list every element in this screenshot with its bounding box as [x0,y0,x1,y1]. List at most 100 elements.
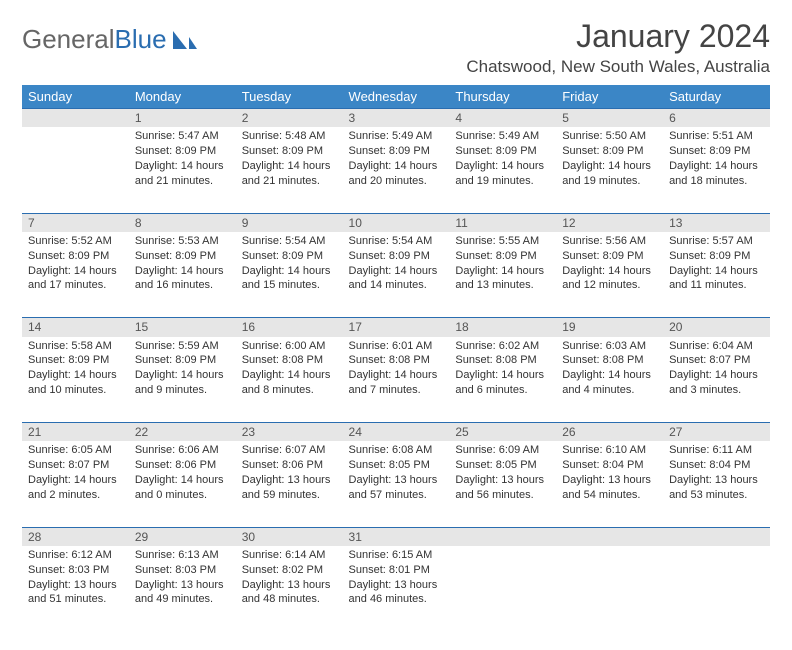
sunset-text: Sunset: 8:09 PM [135,353,230,368]
sunrise-text: Sunrise: 5:59 AM [135,339,230,354]
location: Chatswood, New South Wales, Australia [466,57,770,77]
day-number [22,109,129,128]
daylight-text: Daylight: 14 hours and 12 minutes. [562,264,657,294]
sunset-text: Sunset: 8:05 PM [349,458,444,473]
daylight-text: Daylight: 14 hours and 18 minutes. [669,159,764,189]
sunset-text: Sunset: 8:08 PM [349,353,444,368]
day-number: 7 [22,213,129,232]
daylight-text: Daylight: 14 hours and 21 minutes. [242,159,337,189]
sunset-text: Sunset: 8:09 PM [562,249,657,264]
daylight-text: Daylight: 14 hours and 6 minutes. [455,368,550,398]
logo-text-2: Blue [115,24,167,55]
daylight-text: Daylight: 14 hours and 11 minutes. [669,264,764,294]
day-cell: Sunrise: 5:59 AMSunset: 8:09 PMDaylight:… [129,337,236,423]
sunrise-text: Sunrise: 5:55 AM [455,234,550,249]
day-number [663,527,770,546]
sunset-text: Sunset: 8:09 PM [349,144,444,159]
daylight-text: Daylight: 13 hours and 49 minutes. [135,578,230,608]
daylight-text: Daylight: 14 hours and 14 minutes. [349,264,444,294]
day-number [556,527,663,546]
sunset-text: Sunset: 8:09 PM [455,144,550,159]
title-block: January 2024 Chatswood, New South Wales,… [466,18,770,77]
day-cell: Sunrise: 6:15 AMSunset: 8:01 PMDaylight:… [343,546,450,632]
sunset-text: Sunset: 8:03 PM [28,563,123,578]
day-number: 15 [129,318,236,337]
day-cell: Sunrise: 5:54 AMSunset: 8:09 PMDaylight:… [236,232,343,318]
sunrise-text: Sunrise: 6:06 AM [135,443,230,458]
header: GeneralBlue January 2024 Chatswood, New … [22,18,770,77]
day-number-row: 21222324252627 [22,423,770,442]
day-number: 23 [236,423,343,442]
daylight-text: Daylight: 14 hours and 21 minutes. [135,159,230,189]
day-cell: Sunrise: 5:53 AMSunset: 8:09 PMDaylight:… [129,232,236,318]
day-number: 11 [449,213,556,232]
daylight-text: Daylight: 14 hours and 0 minutes. [135,473,230,503]
sunset-text: Sunset: 8:06 PM [135,458,230,473]
day-number: 21 [22,423,129,442]
daylight-text: Daylight: 14 hours and 9 minutes. [135,368,230,398]
day-number: 14 [22,318,129,337]
daylight-text: Daylight: 14 hours and 10 minutes. [28,368,123,398]
sunset-text: Sunset: 8:07 PM [669,353,764,368]
sunrise-text: Sunrise: 5:57 AM [669,234,764,249]
day-cell: Sunrise: 6:03 AMSunset: 8:08 PMDaylight:… [556,337,663,423]
sunset-text: Sunset: 8:02 PM [242,563,337,578]
day-number: 6 [663,109,770,128]
day-number: 24 [343,423,450,442]
sunrise-text: Sunrise: 5:47 AM [135,129,230,144]
sunrise-text: Sunrise: 5:54 AM [349,234,444,249]
day-number: 9 [236,213,343,232]
daylight-text: Daylight: 13 hours and 54 minutes. [562,473,657,503]
sunset-text: Sunset: 8:04 PM [562,458,657,473]
sunrise-text: Sunrise: 6:10 AM [562,443,657,458]
daylight-text: Daylight: 14 hours and 20 minutes. [349,159,444,189]
daylight-text: Daylight: 13 hours and 57 minutes. [349,473,444,503]
day-number: 13 [663,213,770,232]
day-number: 28 [22,527,129,546]
daylight-text: Daylight: 13 hours and 53 minutes. [669,473,764,503]
day-number: 20 [663,318,770,337]
day-cell [556,546,663,632]
sunset-text: Sunset: 8:09 PM [242,249,337,264]
day-cell: Sunrise: 5:49 AMSunset: 8:09 PMDaylight:… [449,127,556,213]
daylight-text: Daylight: 14 hours and 8 minutes. [242,368,337,398]
day-cell: Sunrise: 5:55 AMSunset: 8:09 PMDaylight:… [449,232,556,318]
sunrise-text: Sunrise: 5:49 AM [349,129,444,144]
weekday-header: Tuesday [236,85,343,109]
day-cell: Sunrise: 5:48 AMSunset: 8:09 PMDaylight:… [236,127,343,213]
daylight-text: Daylight: 14 hours and 13 minutes. [455,264,550,294]
daylight-text: Daylight: 14 hours and 3 minutes. [669,368,764,398]
day-cell: Sunrise: 5:58 AMSunset: 8:09 PMDaylight:… [22,337,129,423]
day-number: 31 [343,527,450,546]
daylight-text: Daylight: 14 hours and 2 minutes. [28,473,123,503]
day-number: 5 [556,109,663,128]
day-number: 1 [129,109,236,128]
sunrise-text: Sunrise: 6:12 AM [28,548,123,563]
daylight-text: Daylight: 14 hours and 15 minutes. [242,264,337,294]
day-cell: Sunrise: 6:00 AMSunset: 8:08 PMDaylight:… [236,337,343,423]
sunrise-text: Sunrise: 6:03 AM [562,339,657,354]
weekday-header: Thursday [449,85,556,109]
sunset-text: Sunset: 8:09 PM [349,249,444,264]
sunrise-text: Sunrise: 6:15 AM [349,548,444,563]
weekday-header-row: Sunday Monday Tuesday Wednesday Thursday… [22,85,770,109]
sunset-text: Sunset: 8:08 PM [455,353,550,368]
daylight-text: Daylight: 14 hours and 19 minutes. [562,159,657,189]
sunset-text: Sunset: 8:09 PM [455,249,550,264]
sunset-text: Sunset: 8:09 PM [562,144,657,159]
day-content-row: Sunrise: 6:12 AMSunset: 8:03 PM Daylight:… [22,546,770,632]
day-cell: Sunrise: 6:12 AMSunset: 8:03 PMDaylight:… [22,546,129,632]
day-number: 8 [129,213,236,232]
daylight-text: Daylight: 14 hours and 19 minutes. [455,159,550,189]
sunset-text: Sunset: 8:01 PM [349,563,444,578]
day-cell: Sunrise: 6:06 AMSunset: 8:06 PMDaylight:… [129,441,236,527]
day-number-row: 123456 [22,109,770,128]
day-number: 25 [449,423,556,442]
sunrise-text: Sunrise: 5:58 AM [28,339,123,354]
day-number: 4 [449,109,556,128]
day-cell: Sunrise: 5:57 AMSunset: 8:09 PMDaylight:… [663,232,770,318]
sunrise-text: Sunrise: 6:11 AM [669,443,764,458]
sunset-text: Sunset: 8:09 PM [669,249,764,264]
day-number: 12 [556,213,663,232]
sunset-text: Sunset: 8:07 PM [28,458,123,473]
